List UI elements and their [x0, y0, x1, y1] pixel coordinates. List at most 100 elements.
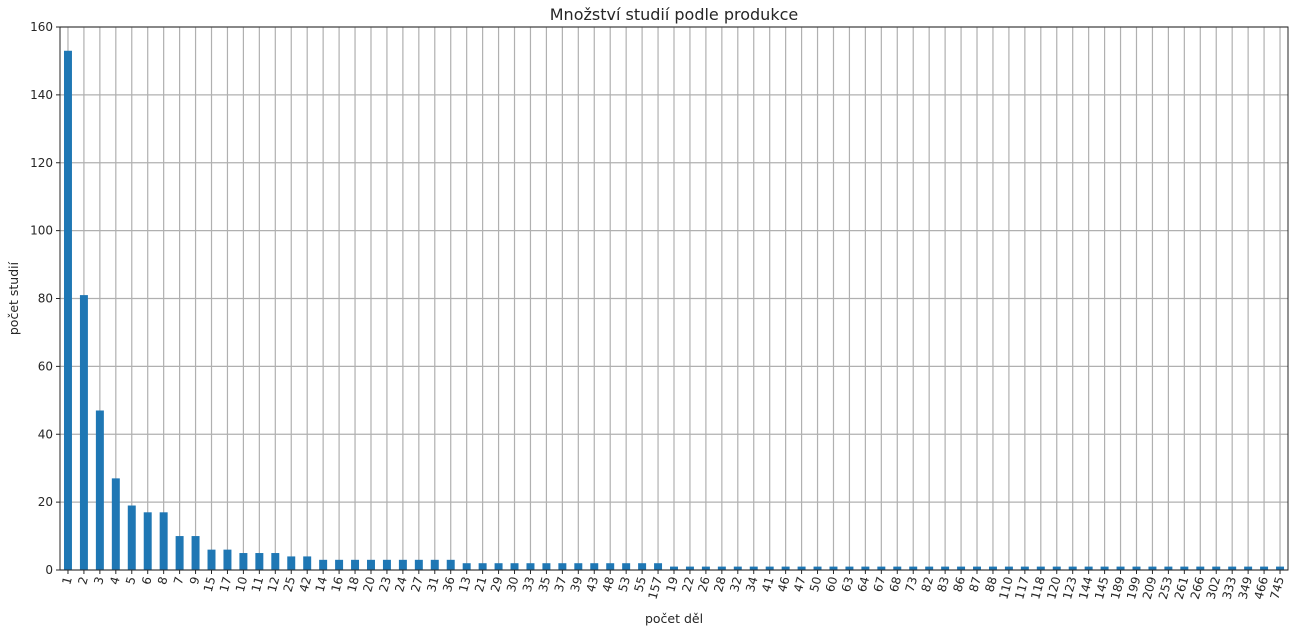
bars-layer [63, 50, 1285, 571]
bar [988, 566, 997, 570]
x-tick-label: 19 [663, 575, 680, 593]
bar [829, 566, 838, 570]
x-tick-label: 302 [1204, 575, 1223, 601]
x-tick-label: 1 [59, 575, 75, 586]
bar [813, 566, 822, 570]
x-tick-label: 43 [584, 575, 601, 593]
y-axis-title: počet studií [6, 261, 21, 335]
bar [303, 556, 312, 570]
bar [111, 478, 120, 570]
bar [701, 566, 710, 570]
bar [733, 566, 742, 570]
x-tick-label: 23 [376, 575, 393, 593]
x-tick-label: 42 [297, 575, 314, 593]
bar [957, 566, 966, 570]
x-tick-label: 117 [1012, 575, 1031, 601]
x-tick-label: 36 [440, 575, 457, 593]
bar [1020, 566, 1029, 570]
bar [63, 50, 72, 571]
bar [861, 566, 870, 570]
x-tick-label: 8 [155, 575, 171, 586]
bar [638, 563, 647, 570]
bar [143, 512, 152, 570]
x-tick-label: 3 [91, 575, 107, 586]
bar [382, 559, 391, 570]
y-tick-label: 160 [30, 20, 53, 34]
x-tick-label: 4 [107, 575, 123, 586]
x-tick-label: 88 [982, 575, 999, 593]
x-axis-title: počet děl [645, 611, 703, 626]
bar [1004, 566, 1013, 570]
bar [973, 566, 981, 570]
bar [1164, 566, 1173, 570]
x-tick-label: 266 [1188, 575, 1207, 601]
grid-layer [60, 26, 1288, 571]
bar [223, 549, 232, 570]
x-tick-label: 33 [520, 575, 537, 593]
x-tick-label: 13 [456, 575, 473, 593]
bar [494, 563, 503, 570]
x-tick-label: 20 [360, 575, 377, 593]
x-tick-label: 17 [217, 575, 234, 593]
bar [893, 566, 902, 570]
bar [1244, 566, 1253, 570]
x-tick-label: 48 [600, 575, 617, 593]
x-tick-label: 10 [233, 575, 250, 593]
x-tick-label: 83 [935, 575, 952, 593]
bar [462, 563, 471, 570]
x-tick-label: 12 [265, 575, 282, 593]
x-tick-label: 745 [1267, 575, 1286, 601]
bar [526, 563, 535, 570]
y-tick-label: 40 [38, 427, 53, 441]
bar [749, 566, 758, 570]
x-tick-label: 53 [616, 575, 633, 593]
x-tick-label: 7 [171, 575, 187, 586]
bar [781, 566, 790, 570]
bar [287, 556, 296, 570]
x-tick-label: 30 [504, 575, 521, 593]
bar [430, 559, 439, 570]
x-tick-label: 123 [1060, 575, 1079, 601]
y-tick-label: 120 [30, 156, 53, 170]
x-tick-label: 37 [552, 575, 569, 593]
bar [606, 563, 615, 570]
bar [1148, 566, 1157, 570]
x-tick-label: 24 [392, 575, 409, 593]
bar [79, 295, 88, 570]
bar [446, 559, 455, 570]
bar [542, 563, 551, 570]
bar [1180, 566, 1189, 570]
x-tick-label: 15 [201, 575, 218, 593]
x-tick-label: 5 [123, 575, 139, 586]
bar [191, 536, 200, 570]
x-tick-label: 68 [887, 575, 904, 593]
bar [175, 536, 184, 570]
x-tick-label: 120 [1044, 575, 1063, 601]
x-tick-label: 199 [1124, 575, 1143, 601]
x-tick-label: 63 [839, 575, 856, 593]
x-tick-label: 9 [187, 575, 203, 586]
x-tick-label: 73 [903, 575, 920, 593]
bar [622, 563, 631, 570]
x-tick-label: 209 [1140, 575, 1159, 601]
x-tick-label: 16 [329, 575, 346, 593]
x-tick-label: 39 [568, 575, 585, 593]
bar [1260, 566, 1269, 570]
x-tick-label: 261 [1172, 575, 1191, 601]
y-tick-label: 100 [30, 224, 53, 238]
bar [271, 553, 280, 570]
y-tick-label: 80 [38, 292, 53, 306]
x-tick-label: 28 [711, 575, 728, 593]
y-axis: 0 20 40 60 80 100 120 140 160 [30, 20, 60, 577]
x-tick-label: 87 [966, 575, 983, 593]
bar [127, 505, 136, 570]
x-tick-label: 21 [472, 575, 489, 593]
x-tick-label: 349 [1236, 575, 1255, 601]
bar [558, 563, 567, 570]
bar [335, 559, 344, 570]
x-tick-label: 466 [1252, 575, 1271, 601]
bar [909, 566, 918, 570]
x-tick-label: 2 [75, 575, 91, 586]
bar [925, 566, 934, 570]
x-tick-label: 118 [1028, 575, 1047, 601]
